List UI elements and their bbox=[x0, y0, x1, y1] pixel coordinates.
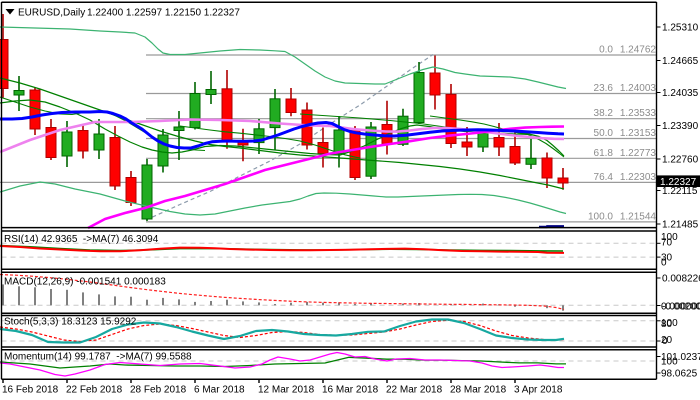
svg-text:1.22760: 1.22760 bbox=[662, 155, 699, 166]
svg-text:80: 80 bbox=[661, 319, 673, 330]
svg-text:RSI(14) 42.9365 ->MA(7) 46.30: RSI(14) 42.9365 ->MA(7) 46.3094 bbox=[4, 234, 159, 245]
svg-text:101.0237: 101.0237 bbox=[661, 352, 700, 363]
svg-text:98.0625: 98.0625 bbox=[661, 369, 698, 380]
svg-text:50.0: 50.0 bbox=[594, 128, 614, 139]
svg-text:0.0: 0.0 bbox=[599, 45, 613, 56]
svg-text:-0.002006: -0.002006 bbox=[662, 302, 700, 313]
svg-text:6 Mar 2018: 6 Mar 2018 bbox=[194, 385, 245, 396]
svg-text:1.21544: 1.21544 bbox=[620, 211, 657, 222]
svg-text:0.000000: 0.000000 bbox=[661, 302, 700, 313]
svg-text:16 Mar 2018: 16 Mar 2018 bbox=[322, 385, 379, 396]
svg-text:1.21485: 1.21485 bbox=[662, 220, 699, 231]
svg-text:76.4: 76.4 bbox=[594, 172, 614, 183]
svg-text:70: 70 bbox=[661, 238, 673, 249]
svg-text:1.22327: 1.22327 bbox=[660, 177, 697, 188]
svg-text:100.0: 100.0 bbox=[588, 211, 613, 222]
svg-text:1.23533: 1.23533 bbox=[620, 108, 657, 119]
svg-text:0: 0 bbox=[661, 258, 667, 269]
svg-text:61.8: 61.8 bbox=[594, 148, 614, 159]
svg-text:Momentum(14) 99.1787 ->MA(7): Momentum(14) 99.1787 ->MA(7) 99.5588 bbox=[4, 352, 192, 363]
svg-text:1.24665: 1.24665 bbox=[662, 56, 699, 67]
svg-text:1.24035: 1.24035 bbox=[662, 88, 699, 99]
svg-text:100: 100 bbox=[661, 318, 678, 329]
svg-text:12 Mar 2018: 12 Mar 2018 bbox=[258, 385, 315, 396]
svg-text:23.6: 23.6 bbox=[594, 83, 614, 94]
svg-text:0.008226: 0.008226 bbox=[662, 274, 700, 285]
svg-text:20: 20 bbox=[661, 335, 673, 346]
svg-text:1.22400 1.22597 1.22150 1.2232: 1.22400 1.22597 1.22150 1.22327 bbox=[87, 7, 240, 18]
svg-text:Stoch(5,3,3) 18.3123 15.9292: Stoch(5,3,3) 18.3123 15.9292 bbox=[4, 317, 137, 328]
svg-text:EURUSD,Daily: EURUSD,Daily bbox=[18, 7, 85, 18]
svg-text:3 Apr 2018: 3 Apr 2018 bbox=[514, 385, 563, 396]
svg-text:1.23390: 1.23390 bbox=[662, 121, 699, 132]
svg-text:1.25310: 1.25310 bbox=[662, 23, 699, 34]
svg-text:28 Feb 2018: 28 Feb 2018 bbox=[130, 385, 187, 396]
svg-text:100: 100 bbox=[661, 357, 678, 368]
svg-text:22 Mar 2018: 22 Mar 2018 bbox=[386, 385, 443, 396]
svg-text:1.22773: 1.22773 bbox=[620, 148, 657, 159]
svg-text:1.23153: 1.23153 bbox=[620, 128, 657, 139]
svg-text:1.22115: 1.22115 bbox=[662, 186, 698, 197]
svg-text:16 Feb 2018: 16 Feb 2018 bbox=[2, 385, 59, 396]
svg-text:1.22303: 1.22303 bbox=[620, 172, 657, 183]
svg-text:1.24003: 1.24003 bbox=[620, 83, 657, 94]
svg-text:0: 0 bbox=[662, 336, 668, 347]
svg-text:1.24762: 1.24762 bbox=[620, 45, 657, 56]
svg-text:MACD(12,26,9) -0.001541 0.0001: MACD(12,26,9) -0.001541 0.000183 bbox=[4, 276, 166, 287]
svg-text:28 Mar 2018: 28 Mar 2018 bbox=[450, 385, 507, 396]
svg-text:38.2: 38.2 bbox=[594, 108, 614, 119]
svg-text:100: 100 bbox=[661, 232, 678, 243]
svg-text:22 Feb 2018: 22 Feb 2018 bbox=[66, 385, 123, 396]
svg-text:30: 30 bbox=[661, 253, 673, 264]
